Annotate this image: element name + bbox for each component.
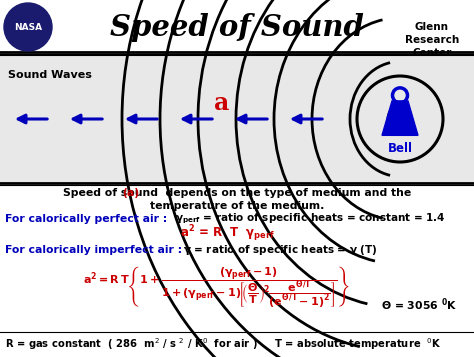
Text: For calorically imperfect air :: For calorically imperfect air : <box>5 245 182 255</box>
Text: NASA: NASA <box>14 22 42 31</box>
Text: Glenn
Research
Center: Glenn Research Center <box>405 22 459 59</box>
Bar <box>0 55 474 183</box>
Text: Sound Waves: Sound Waves <box>8 70 92 80</box>
Text: $\mathbf{\gamma_{perf}}$ = ratio of specific heats = constant = 1.4: $\mathbf{\gamma_{perf}}$ = ratio of spec… <box>175 212 446 226</box>
Circle shape <box>4 3 52 51</box>
Text: Speed of sound  depends on the type of medium and the: Speed of sound depends on the type of me… <box>63 188 411 198</box>
Text: $\mathbf{a^2 = R\,T\!\left\{1 + \dfrac{(\gamma_{perf}-1)}{1+(\gamma_{perf}-1)\!\: $\mathbf{a^2 = R\,T\!\left\{1 + \dfrac{(… <box>83 264 351 309</box>
Text: Speed of Sound: Speed of Sound <box>110 14 364 42</box>
Text: temperature of the medium.: temperature of the medium. <box>150 201 324 211</box>
Polygon shape <box>382 101 418 135</box>
Text: $\mathbf{\gamma}$ = ratio of specific heats = $\mathbf{\gamma}$ (T): $\mathbf{\gamma}$ = ratio of specific he… <box>183 243 378 257</box>
Text: $\mathbf{\Theta}$ = 3056 $\mathbf{^0}$K: $\mathbf{\Theta}$ = 3056 $\mathbf{^0}$K <box>381 296 457 313</box>
Text: (a): (a) <box>122 188 139 198</box>
Text: Bell: Bell <box>388 142 412 155</box>
Text: $\mathbf{a^2}$ = R  T  $\mathbf{\gamma_{perf}}$: $\mathbf{a^2}$ = R T $\mathbf{\gamma_{pe… <box>180 223 274 243</box>
Text: a: a <box>214 91 229 115</box>
Text: For calorically perfect air :: For calorically perfect air : <box>5 214 167 224</box>
Text: R = gas constant  ( 286  m$^2$ / s $^2$ / K$^0$  for air )     T = absolute temp: R = gas constant ( 286 m$^2$ / s $^2$ / … <box>5 336 442 352</box>
